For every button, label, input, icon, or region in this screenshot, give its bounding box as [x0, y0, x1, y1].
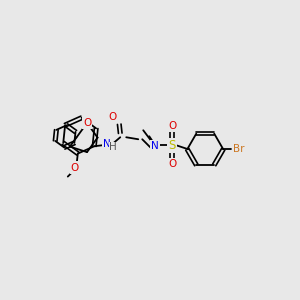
- Text: S: S: [169, 139, 176, 152]
- Text: O: O: [71, 163, 79, 172]
- Text: N: N: [103, 139, 111, 149]
- Text: Br: Br: [233, 144, 245, 154]
- Text: O: O: [108, 112, 116, 122]
- Text: O: O: [168, 159, 176, 169]
- Text: N: N: [152, 141, 159, 151]
- Text: H: H: [110, 142, 117, 152]
- Text: O: O: [83, 118, 91, 128]
- Text: O: O: [168, 121, 176, 131]
